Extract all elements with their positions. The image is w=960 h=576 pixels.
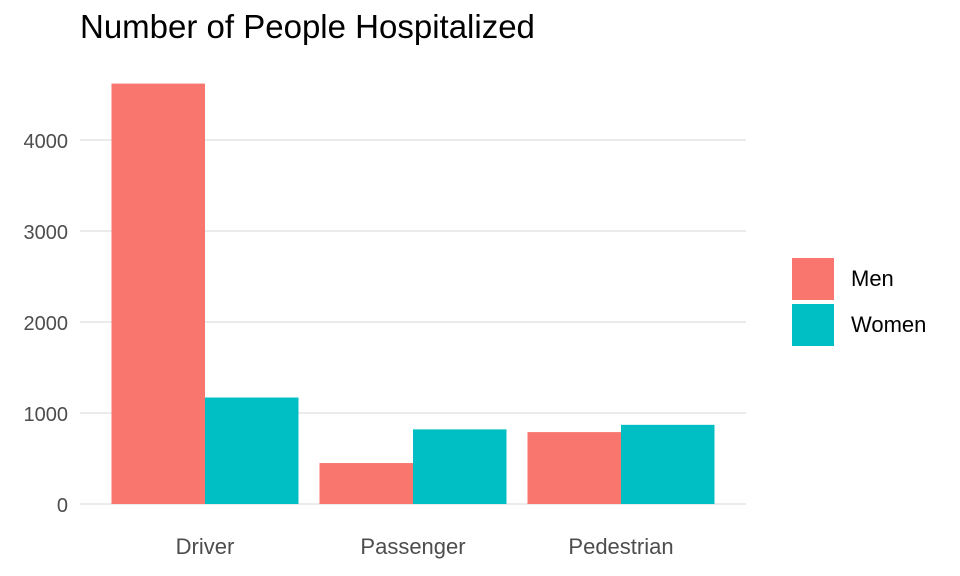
bar-men-pedestrian [527, 432, 621, 504]
legend: Men Women [792, 257, 926, 349]
y-tick-label: 1000 [24, 404, 69, 426]
bar-women-driver [205, 397, 299, 504]
legend-item-women: Women [792, 303, 926, 347]
legend-swatch-women [792, 304, 834, 346]
legend-label-women: Women [851, 312, 927, 337]
y-tick-label: 2000 [24, 313, 69, 335]
legend-label-men: Men [851, 266, 894, 291]
chart-title: Number of People Hospitalized [80, 8, 535, 45]
y-axis-ticks: 0 1000 2000 3000 4000 [24, 131, 69, 517]
x-tick-label: Pedestrian [568, 534, 673, 559]
bar-women-pedestrian [621, 424, 715, 504]
bar-women-passenger [413, 429, 507, 504]
x-axis-ticks: Driver Passenger Pedestrian [176, 534, 674, 559]
y-tick-label: 3000 [24, 222, 69, 244]
legend-swatch-men [792, 258, 834, 300]
y-tick-label: 4000 [24, 131, 69, 153]
bar-men-passenger [319, 463, 413, 504]
x-tick-label: Passenger [360, 534, 465, 559]
legend-item-men: Men [792, 257, 926, 301]
bar-men-driver [111, 83, 205, 504]
bars [111, 83, 715, 504]
x-tick-label: Driver [176, 534, 235, 559]
y-tick-label: 0 [57, 495, 68, 517]
